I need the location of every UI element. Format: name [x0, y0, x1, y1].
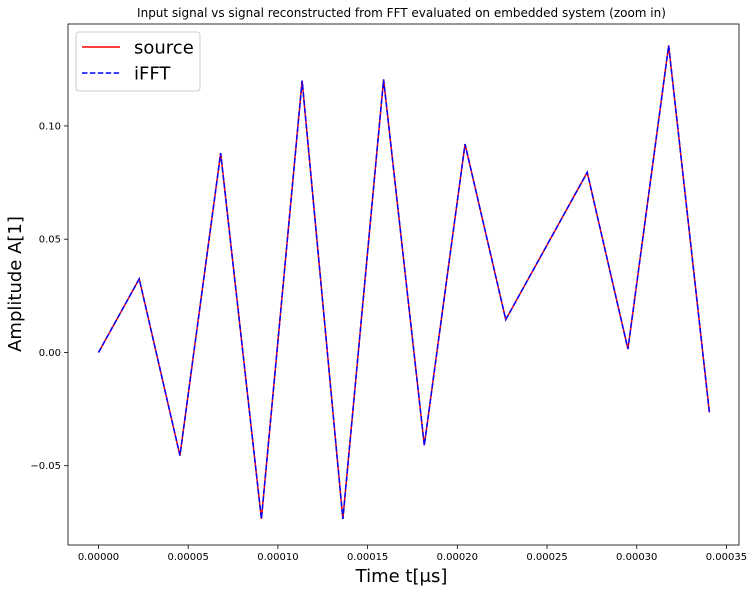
y-axis-label: Amplitude A[1]: [5, 216, 26, 352]
plot-frame: [67, 23, 740, 546]
x-tick-label: 0.00015: [347, 552, 388, 563]
x-tick-label: 0.00000: [78, 552, 119, 563]
y-axis-ticks: −0.05 0.00 0.05 0.10: [30, 121, 68, 472]
legend-label-source: source: [134, 38, 194, 59]
x-tick-label: 0.00010: [257, 552, 298, 563]
y-tick-label: 0.00: [39, 348, 61, 359]
x-axis-label: Time t[μs]: [355, 566, 448, 587]
y-tick-label: −0.05: [30, 461, 61, 472]
x-tick-label: 0.00025: [526, 552, 567, 563]
legend: source iFFT: [75, 31, 201, 92]
y-tick-label: 0.10: [39, 121, 61, 132]
x-tick-label: 0.00020: [437, 552, 478, 563]
y-tick-label: 0.05: [39, 235, 61, 246]
x-tick-label: 0.00035: [706, 552, 747, 563]
x-tick-label: 0.00005: [168, 552, 209, 563]
series-line-ifft: [97, 45, 711, 520]
x-tick-label: 0.00030: [616, 552, 657, 563]
x-axis-ticks: 0.00000 0.00005 0.00010 0.00015 0.00020 0.000…: [78, 545, 747, 563]
chart-title: Input signal vs signal reconstructed fro…: [137, 6, 666, 20]
series-layer: [97, 45, 711, 520]
legend-label-ifft: iFFT: [134, 64, 171, 85]
